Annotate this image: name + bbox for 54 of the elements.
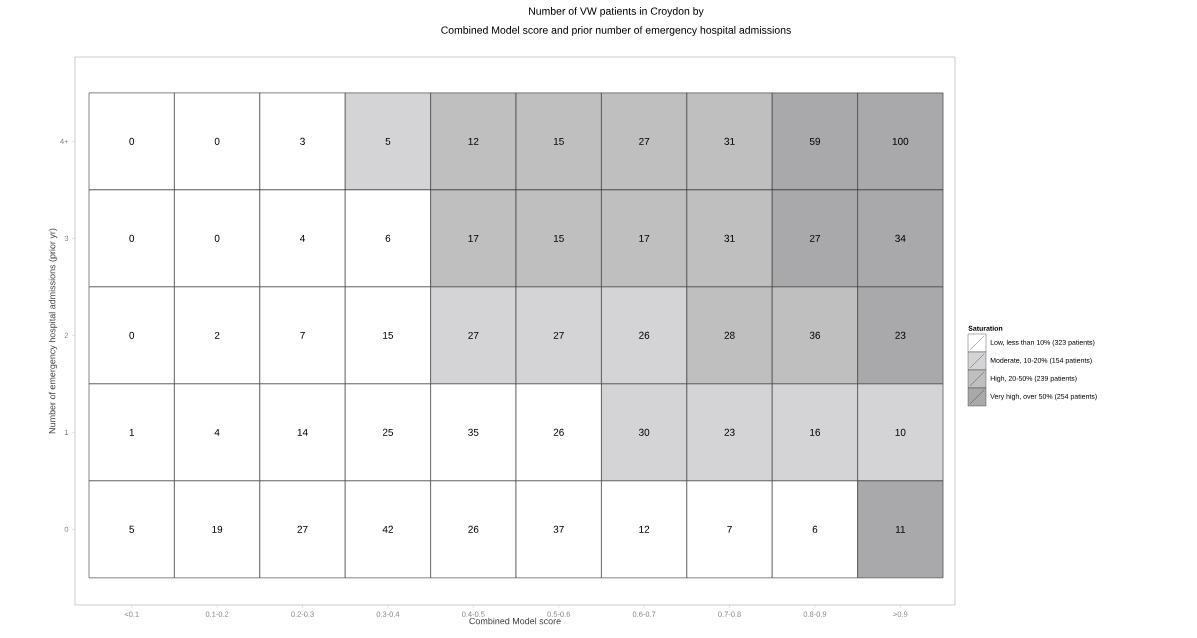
data-label: 27 — [553, 331, 564, 339]
data-label: 27 — [468, 331, 479, 339]
data-label: 14 — [297, 428, 308, 436]
chart-subtitle: Combined Model score and prior number of emergency hospital admissions — [441, 26, 791, 36]
data-label: 37 — [553, 525, 564, 533]
data-label: 30 — [638, 428, 650, 436]
data-label: 16 — [810, 428, 821, 436]
data-label: 27 — [639, 137, 650, 145]
data-label: 28 — [724, 331, 735, 339]
data-label: 17 — [468, 234, 479, 242]
data-label: 0 — [214, 137, 220, 145]
data-label: 42 — [382, 525, 393, 533]
data-label: 34 — [895, 234, 906, 242]
data-label: 27 — [809, 234, 820, 242]
data-label: 23 — [724, 428, 735, 436]
data-label: 2 — [214, 331, 220, 339]
chart-title: Number of VW patients in Croydon by — [529, 7, 704, 17]
data-label: 0 — [214, 234, 220, 242]
y-axis-title: Number of emergency hospital admissions (prior yr) — [48, 228, 58, 434]
data-label: 31 — [724, 137, 735, 145]
data-label: 0 — [129, 234, 135, 242]
data-label: 7 — [727, 525, 732, 533]
x-axis-title: Combined Model score — [469, 617, 561, 625]
data-label: 15 — [383, 331, 394, 339]
data-label: 6 — [385, 234, 391, 242]
data-label: 3 — [300, 137, 305, 145]
data-label: 5 — [129, 525, 135, 533]
data-label: 12 — [468, 137, 479, 145]
data-label: 15 — [553, 234, 564, 242]
data-label: 26 — [553, 428, 564, 436]
data-label: 11 — [895, 525, 906, 533]
data-label: 35 — [468, 428, 479, 436]
data-label: 10 — [895, 428, 906, 436]
data-label: 27 — [297, 525, 308, 533]
data-label: 5 — [385, 137, 391, 145]
data-label: 26 — [639, 331, 650, 339]
data-label: 15 — [553, 137, 564, 145]
data-label: 1 — [129, 428, 135, 436]
data-label: 7 — [300, 331, 305, 339]
data-label: 23 — [895, 331, 906, 339]
data-label: 12 — [639, 525, 650, 533]
data-label: 59 — [809, 137, 821, 145]
data-label: 36 — [809, 331, 821, 339]
data-label: 0 — [129, 331, 135, 339]
data-label: 19 — [212, 525, 223, 533]
data-label: 100 — [892, 137, 909, 145]
data-label: 4 — [214, 428, 220, 436]
data-label: 17 — [639, 234, 650, 242]
data-label: 25 — [382, 428, 394, 436]
data-label: 31 — [724, 234, 735, 242]
data-label: 0 — [129, 137, 135, 145]
data-label: 26 — [468, 525, 479, 533]
data-label: 4 — [299, 234, 306, 242]
data-label: 6 — [812, 525, 818, 533]
